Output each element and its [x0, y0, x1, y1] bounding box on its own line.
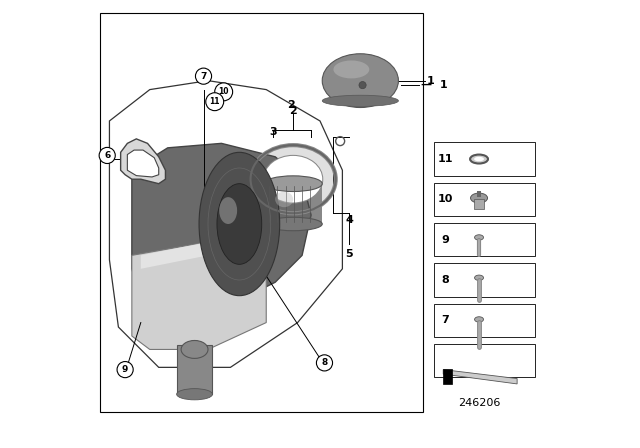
Bar — [474, 199, 484, 209]
Ellipse shape — [264, 156, 323, 202]
Text: 6: 6 — [104, 151, 110, 160]
Bar — [477, 191, 481, 197]
Ellipse shape — [177, 388, 212, 400]
Ellipse shape — [323, 54, 398, 108]
Text: 10: 10 — [438, 194, 453, 204]
Text: 3: 3 — [269, 127, 276, 137]
Bar — [443, 369, 452, 384]
Circle shape — [117, 362, 133, 378]
Text: 7: 7 — [442, 315, 449, 325]
Text: 8: 8 — [321, 358, 328, 367]
Circle shape — [359, 82, 366, 89]
Text: 4: 4 — [345, 215, 353, 225]
Circle shape — [195, 68, 212, 84]
Ellipse shape — [217, 184, 262, 264]
Ellipse shape — [474, 157, 484, 161]
Polygon shape — [121, 139, 165, 184]
Polygon shape — [127, 150, 159, 177]
Ellipse shape — [264, 217, 323, 231]
Circle shape — [206, 93, 224, 111]
Circle shape — [215, 83, 233, 101]
Bar — [435, 263, 535, 297]
Text: 5: 5 — [346, 249, 353, 258]
Polygon shape — [443, 370, 517, 384]
Bar — [435, 304, 535, 337]
Polygon shape — [132, 242, 266, 349]
Ellipse shape — [470, 193, 488, 203]
Text: 2: 2 — [289, 107, 297, 116]
Text: 11: 11 — [209, 97, 220, 106]
Ellipse shape — [474, 235, 484, 240]
Text: 2: 2 — [287, 100, 295, 110]
Text: 7: 7 — [200, 72, 207, 81]
Text: 9: 9 — [122, 365, 128, 374]
Text: 246206: 246206 — [458, 398, 500, 408]
Ellipse shape — [470, 155, 488, 164]
Ellipse shape — [474, 317, 484, 322]
Ellipse shape — [251, 145, 336, 213]
Text: 10: 10 — [218, 87, 229, 96]
Bar — [264, 184, 323, 224]
Ellipse shape — [323, 95, 398, 107]
Bar — [435, 142, 535, 176]
Text: —  1: — 1 — [421, 80, 447, 90]
Bar — [177, 345, 212, 394]
Ellipse shape — [219, 197, 237, 224]
Ellipse shape — [474, 275, 484, 280]
Ellipse shape — [264, 176, 323, 191]
FancyBboxPatch shape — [100, 13, 423, 412]
Text: 1: 1 — [427, 76, 435, 86]
Ellipse shape — [181, 340, 208, 358]
Polygon shape — [141, 242, 208, 269]
Circle shape — [99, 147, 115, 164]
Circle shape — [316, 355, 333, 371]
Bar — [435, 223, 535, 256]
Text: 3: 3 — [269, 215, 276, 225]
Ellipse shape — [333, 60, 369, 78]
Bar — [435, 344, 535, 377]
Text: 11: 11 — [438, 154, 453, 164]
Text: 8: 8 — [442, 275, 449, 285]
Bar — [435, 183, 535, 216]
Ellipse shape — [275, 192, 293, 207]
Polygon shape — [132, 143, 311, 314]
Ellipse shape — [199, 152, 280, 296]
Text: 9: 9 — [442, 235, 449, 245]
